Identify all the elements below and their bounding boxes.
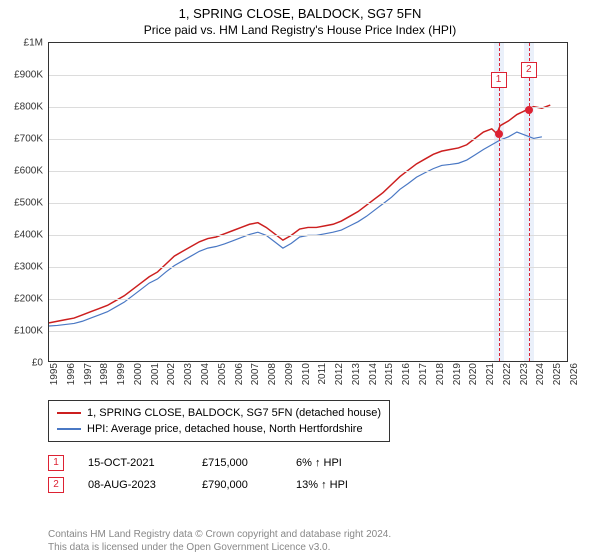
xtick-label: 2024 [535, 363, 541, 403]
ytick-label: £800K [5, 102, 43, 113]
gridline [49, 171, 567, 172]
ytick-label: £100K [5, 326, 43, 337]
series-hpi [49, 132, 542, 326]
chart-title: 1, SPRING CLOSE, BALDOCK, SG7 5FN [0, 0, 600, 21]
sale-vline [499, 43, 500, 361]
xtick-label: 2019 [452, 363, 458, 403]
ytick-label: £500K [5, 198, 43, 209]
ytick-label: £400K [5, 230, 43, 241]
xtick-label: 2015 [384, 363, 390, 403]
gridline [49, 139, 567, 140]
footer-line: This data is licensed under the Open Gov… [48, 541, 391, 554]
xtick-label: 2010 [301, 363, 307, 403]
gridline [49, 235, 567, 236]
xtick-label: 2006 [234, 363, 240, 403]
xtick-label: 2009 [284, 363, 290, 403]
up-arrow-icon: ↑ [315, 457, 321, 469]
xtick-label: 2013 [351, 363, 357, 403]
xtick-label: 2003 [183, 363, 189, 403]
gridline [49, 107, 567, 108]
gridline [49, 267, 567, 268]
ytick-label: £700K [5, 134, 43, 145]
legend-label: 1, SPRING CLOSE, BALDOCK, SG7 5FN (detac… [87, 407, 381, 419]
xtick-label: 2008 [267, 363, 273, 403]
row-price: £715,000 [202, 457, 272, 469]
footer-line: Contains HM Land Registry data © Crown c… [48, 528, 391, 541]
xtick-label: 1995 [49, 363, 55, 403]
sale-badge: 2 [521, 62, 537, 78]
legend-label: HPI: Average price, detached house, Nort… [87, 423, 363, 435]
ytick-label: £300K [5, 262, 43, 273]
xtick-label: 2011 [317, 363, 323, 403]
sale-badge: 1 [491, 72, 507, 88]
line-svg [49, 43, 567, 361]
gridline [49, 75, 567, 76]
xtick-label: 2016 [401, 363, 407, 403]
sale-marker [525, 106, 533, 114]
xtick-label: 1997 [83, 363, 89, 403]
data-rows: 1 15-OCT-2021 £715,000 6% ↑ HPI 2 08-AUG… [48, 452, 386, 496]
xtick-label: 2022 [502, 363, 508, 403]
row-badge: 1 [48, 455, 64, 471]
chart-container: { "title": "1, SPRING CLOSE, BALDOCK, SG… [0, 0, 600, 560]
xtick-label: 2007 [250, 363, 256, 403]
ytick-label: £200K [5, 294, 43, 305]
xtick-label: 2005 [217, 363, 223, 403]
xtick-label: 2020 [468, 363, 474, 403]
gridline [49, 299, 567, 300]
xtick-label: 2000 [133, 363, 139, 403]
ytick-label: £600K [5, 166, 43, 177]
row-price: £790,000 [202, 479, 272, 491]
xtick-label: 2023 [519, 363, 525, 403]
xtick-label: 2002 [166, 363, 172, 403]
legend-item: 1, SPRING CLOSE, BALDOCK, SG7 5FN (detac… [57, 405, 381, 421]
up-arrow-icon: ↑ [321, 479, 327, 491]
xtick-label: 1999 [116, 363, 122, 403]
data-row: 1 15-OCT-2021 £715,000 6% ↑ HPI [48, 452, 386, 474]
plot-area: £0£100K£200K£300K£400K£500K£600K£700K£80… [48, 42, 568, 362]
xtick-label: 2026 [569, 363, 575, 403]
ytick-label: £0 [5, 358, 43, 369]
legend-item: HPI: Average price, detached house, Nort… [57, 421, 381, 437]
data-row: 2 08-AUG-2023 £790,000 13% ↑ HPI [48, 474, 386, 496]
legend: 1, SPRING CLOSE, BALDOCK, SG7 5FN (detac… [48, 400, 390, 442]
series-price [49, 105, 550, 323]
ytick-label: £900K [5, 70, 43, 81]
row-pct: 13% ↑ HPI [296, 479, 386, 491]
ytick-label: £1M [5, 38, 43, 49]
gridline [49, 203, 567, 204]
legend-swatch [57, 412, 81, 414]
xtick-label: 2012 [334, 363, 340, 403]
xtick-label: 1996 [66, 363, 72, 403]
gridline [49, 331, 567, 332]
sale-marker [495, 130, 503, 138]
row-badge: 2 [48, 477, 64, 493]
xtick-label: 2025 [552, 363, 558, 403]
sale-vline [529, 43, 530, 361]
xtick-label: 2014 [368, 363, 374, 403]
xtick-label: 2004 [200, 363, 206, 403]
row-pct: 6% ↑ HPI [296, 457, 386, 469]
xtick-label: 2021 [485, 363, 491, 403]
row-date: 15-OCT-2021 [88, 457, 178, 469]
footer: Contains HM Land Registry data © Crown c… [48, 528, 391, 554]
chart-subtitle: Price paid vs. HM Land Registry's House … [0, 21, 600, 37]
xtick-label: 2001 [150, 363, 156, 403]
xtick-label: 2017 [418, 363, 424, 403]
xtick-label: 1998 [99, 363, 105, 403]
legend-swatch [57, 428, 81, 430]
row-date: 08-AUG-2023 [88, 479, 178, 491]
xtick-label: 2018 [435, 363, 441, 403]
